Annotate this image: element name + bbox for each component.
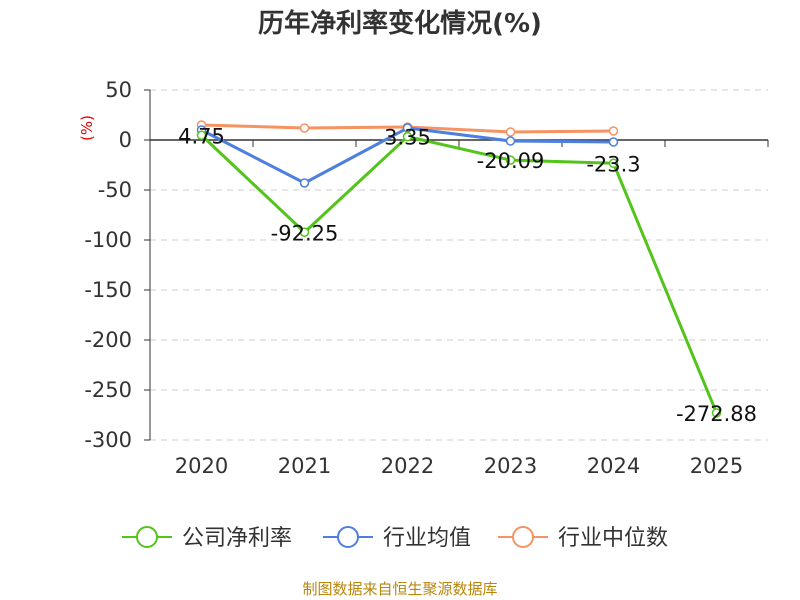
series-line [200, 134, 718, 414]
data-point [608, 158, 619, 169]
legend-label: 公司净利率 [182, 526, 292, 551]
legend: 公司净利率 行业均值 行业中位数 [122, 526, 668, 551]
y-tick-label: 0 [119, 128, 132, 152]
data-label: 4.75 [178, 124, 225, 148]
data-point [402, 131, 413, 142]
data-point [299, 123, 310, 133]
y-tick-label: 50 [105, 78, 132, 102]
x-tick-label: 2021 [278, 454, 331, 478]
data-label: -272.88 [676, 402, 757, 426]
data-point [608, 137, 619, 147]
data-point [196, 130, 207, 140]
data-point [711, 408, 722, 418]
data-point [299, 178, 310, 188]
x-tick-label: 2023 [484, 454, 537, 478]
chart-title: 历年净利率变化情况(%) [258, 8, 542, 39]
x-tick-label: 2024 [587, 454, 640, 478]
x-tick-label: 2020 [175, 454, 228, 478]
y-tick-label: -100 [84, 228, 132, 252]
y-tick-label: -150 [84, 278, 132, 302]
data-label: -23.3 [586, 152, 640, 176]
source-note: 制图数据来自恒生聚源数据库 [302, 580, 497, 598]
y-tick-label: -200 [84, 328, 132, 352]
y-axis-unit: (%) [78, 115, 96, 141]
grid [150, 89, 768, 441]
legend-label: 行业中位数 [558, 526, 668, 551]
axes: 50 0 -50 -100 -150 -200 -250 -300 2020 2021 2022 20… [84, 78, 769, 478]
legend-label: 行业均值 [383, 526, 471, 551]
data-point [505, 127, 516, 137]
data-label: -92.25 [271, 221, 339, 245]
y-tick-label: -250 [84, 378, 132, 402]
legend-marker [136, 526, 158, 548]
data-point [505, 155, 516, 165]
data-point [505, 136, 516, 146]
data-label: -20.09 [477, 149, 545, 173]
data-point [608, 126, 619, 136]
legend-marker [337, 526, 359, 548]
data-label: 3.35 [384, 126, 431, 150]
data-labels: 4.75 -92.25 3.35 -20.09 -23.3 -272.88 [178, 124, 757, 426]
data-point [299, 227, 310, 237]
x-tick-label: 2022 [381, 454, 434, 478]
y-tick-label: -50 [98, 178, 132, 202]
y-tick-label: -300 [84, 428, 132, 452]
series-lines [196, 120, 722, 418]
legend-marker [512, 526, 534, 548]
x-tick-label: 2025 [690, 454, 743, 478]
